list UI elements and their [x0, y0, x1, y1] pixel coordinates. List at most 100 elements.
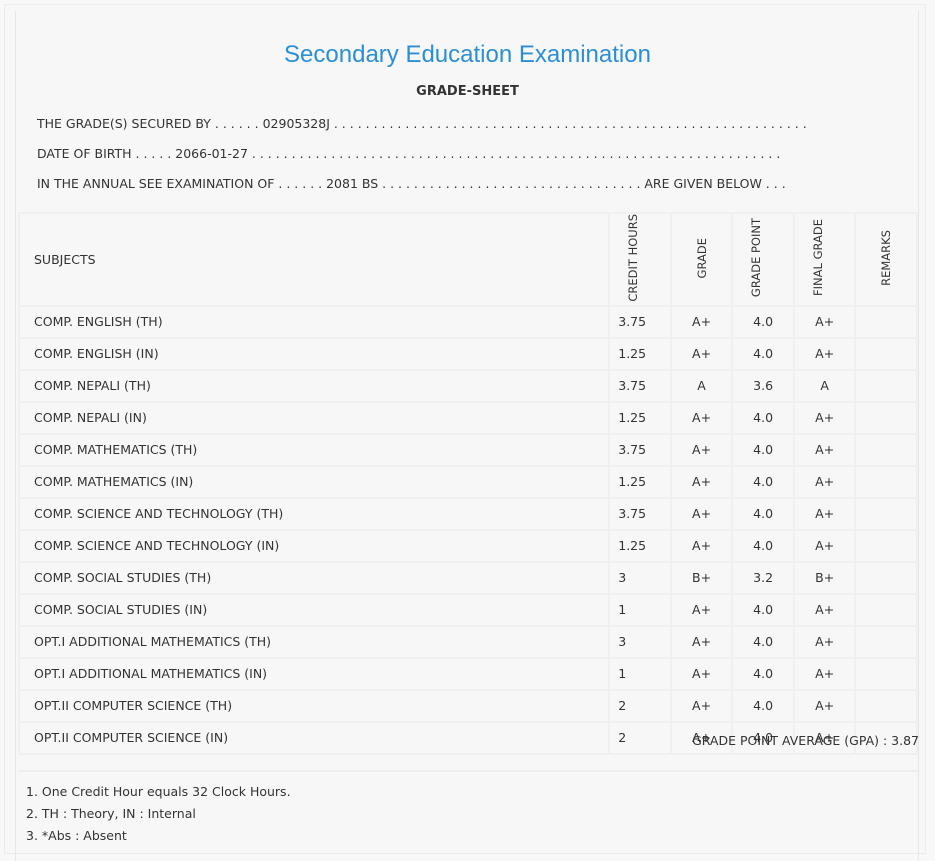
- table-row: COMP. MATHEMATICS (TH) 3.75 A+ 4.0 A+: [17, 432, 918, 467]
- grade-point-cell: 3.2: [731, 560, 795, 595]
- grade-sheet-heading: GRADE-SHEET: [416, 84, 519, 99]
- subject-cell: COMP. SCIENCE AND TECHNOLOGY (IN): [17, 528, 611, 563]
- subject-cell: OPT.II COMPUTER SCIENCE (TH): [17, 688, 611, 723]
- final-grade-cell: A+: [792, 624, 857, 659]
- table-row: OPT.II COMPUTER SCIENCE (IN) 2 A+ 4.0 A+: [17, 720, 918, 755]
- grade-point-cell: 4.0: [731, 336, 795, 371]
- final-grade-cell: A+: [792, 720, 857, 755]
- subject-cell: OPT.I ADDITIONAL MATHEMATICS (IN): [17, 656, 611, 691]
- credit-hours-cell: 3.75: [608, 496, 672, 531]
- credit-hours-cell: 1: [608, 656, 672, 691]
- grade-cell: A+: [669, 464, 734, 499]
- remarks-cell: [854, 336, 918, 371]
- credit-hours-cell: 1.25: [608, 528, 672, 563]
- grade-point-cell: 4.0: [731, 464, 795, 499]
- grade-cell: A: [669, 368, 734, 403]
- header-remarks: REMARKS: [854, 212, 918, 307]
- note-abbreviations: 2. TH : Theory, IN : Internal: [26, 806, 196, 821]
- grade-point-cell: 4.0: [731, 720, 795, 755]
- header-credit-hours-label: CREDIT HOURS: [626, 214, 641, 302]
- table-row: COMP. NEPALI (TH) 3.75 A 3.6 A: [17, 368, 918, 403]
- subject-cell: OPT.II COMPUTER SCIENCE (IN): [17, 720, 611, 755]
- table-header-row: SUBJECTS CREDIT HOURS GRADE GRADE POINT …: [17, 212, 918, 307]
- final-grade-cell: A+: [792, 336, 857, 371]
- remarks-cell: [854, 368, 918, 403]
- table-row: OPT.I ADDITIONAL MATHEMATICS (TH) 3 A+ 4.0 A…: [17, 624, 918, 659]
- grade-cell: B+: [669, 560, 734, 595]
- grade-point-cell: 4.0: [731, 624, 795, 659]
- grade-cell: A+: [669, 496, 734, 531]
- credit-hours-cell: 3.75: [608, 304, 672, 339]
- subject-cell: COMP. SOCIAL STUDIES (TH): [17, 560, 611, 595]
- grade-point-cell: 4.0: [731, 688, 795, 723]
- remarks-cell: [854, 624, 918, 659]
- credit-hours-cell: 1.25: [608, 464, 672, 499]
- table-row: COMP. ENGLISH (TH) 3.75 A+ 4.0 A+: [17, 304, 918, 339]
- remarks-cell: [854, 592, 918, 627]
- subject-cell: COMP. NEPALI (IN): [17, 400, 611, 435]
- table-row: OPT.II COMPUTER SCIENCE (TH) 2 A+ 4.0 A+: [17, 688, 918, 723]
- table-row: COMP. MATHEMATICS (IN) 1.25 A+ 4.0 A+: [17, 464, 918, 499]
- grade-point-cell: 4.0: [731, 496, 795, 531]
- subject-cell: COMP. MATHEMATICS (IN): [17, 464, 611, 499]
- final-grade-cell: A: [792, 368, 857, 403]
- header-grade-point: GRADE POINT: [731, 212, 795, 307]
- final-grade-cell: A+: [792, 496, 857, 531]
- credit-hours-cell: 1: [608, 592, 672, 627]
- subject-cell: COMP. SCIENCE AND TECHNOLOGY (TH): [17, 496, 611, 531]
- table-row: COMP. SOCIAL STUDIES (IN) 1 A+ 4.0 A+: [17, 592, 918, 627]
- grade-point-cell: 4.0: [731, 656, 795, 691]
- grade-cell: A+: [669, 400, 734, 435]
- credit-hours-cell: 3.75: [608, 432, 672, 467]
- subject-cell: COMP. NEPALI (TH): [17, 368, 611, 403]
- credit-hours-cell: 3.75: [608, 368, 672, 403]
- credit-hours-cell: 1.25: [608, 400, 672, 435]
- header-grade-point-label: GRADE POINT: [749, 218, 764, 298]
- final-grade-cell: B+: [792, 560, 857, 595]
- grade-cell: A+: [669, 592, 734, 627]
- remarks-cell: [854, 464, 918, 499]
- date-of-birth-line: DATE OF BIRTH . . . . . 2066-01-27 . . .…: [37, 146, 781, 161]
- header-grade: GRADE: [669, 212, 734, 307]
- final-grade-cell: A+: [792, 656, 857, 691]
- header-remarks-label: REMARKS: [879, 229, 894, 286]
- remarks-cell: [854, 304, 918, 339]
- header-grade-label: GRADE: [694, 237, 709, 279]
- table-row: COMP. SOCIAL STUDIES (TH) 3 B+ 3.2 B+: [17, 560, 918, 595]
- remarks-cell: [854, 560, 918, 595]
- credit-hours-cell: 2: [608, 720, 672, 755]
- grade-cell: A+: [669, 624, 734, 659]
- gpa-value: GRADE POINT AVERAGE (GPA) : 3.87: [692, 733, 919, 748]
- subject-cell: COMP. ENGLISH (TH): [17, 304, 611, 339]
- table-row: OPT.I ADDITIONAL MATHEMATICS (IN) 1 A+ 4.0 A…: [17, 656, 918, 691]
- remarks-cell: [854, 432, 918, 467]
- grade-sheet-frame: [15, 11, 919, 861]
- grade-cell: A+: [669, 688, 734, 723]
- final-grade-cell: A+: [792, 400, 857, 435]
- remarks-cell: [854, 656, 918, 691]
- grade-point-cell: 4.0: [731, 400, 795, 435]
- credit-hours-cell: 1.25: [608, 336, 672, 371]
- credit-hours-cell: 3: [608, 560, 672, 595]
- examination-line: IN THE ANNUAL SEE EXAMINATION OF . . . .…: [37, 176, 786, 191]
- final-grade-cell: A+: [792, 432, 857, 467]
- table-row: COMP. ENGLISH (IN) 1.25 A+ 4.0 A+: [17, 336, 918, 371]
- secured-by-line: THE GRADE(S) SECURED BY . . . . . . 0290…: [37, 116, 807, 131]
- grade-point-cell: 4.0: [731, 528, 795, 563]
- grade-cell: A+: [669, 720, 734, 755]
- grade-point-cell: 4.0: [731, 304, 795, 339]
- page-title: Secondary Education Examination: [284, 41, 651, 68]
- remarks-cell: [854, 400, 918, 435]
- header-final-grade-label: FINAL GRADE: [810, 219, 825, 297]
- credit-hours-cell: 3: [608, 624, 672, 659]
- remarks-cell: [854, 720, 918, 755]
- grade-cell: A+: [669, 656, 734, 691]
- grade-cell: A+: [669, 336, 734, 371]
- note-credit-hour: 1. One Credit Hour equals 32 Clock Hours…: [26, 784, 291, 799]
- subject-cell: OPT.I ADDITIONAL MATHEMATICS (TH): [17, 624, 611, 659]
- header-subjects: SUBJECTS: [17, 212, 611, 307]
- table-row: COMP. SCIENCE AND TECHNOLOGY (TH) 3.75 A+ 4…: [17, 496, 918, 531]
- grade-point-cell: 4.0: [731, 592, 795, 627]
- final-grade-cell: A+: [792, 592, 857, 627]
- header-credit-hours: CREDIT HOURS: [608, 212, 672, 307]
